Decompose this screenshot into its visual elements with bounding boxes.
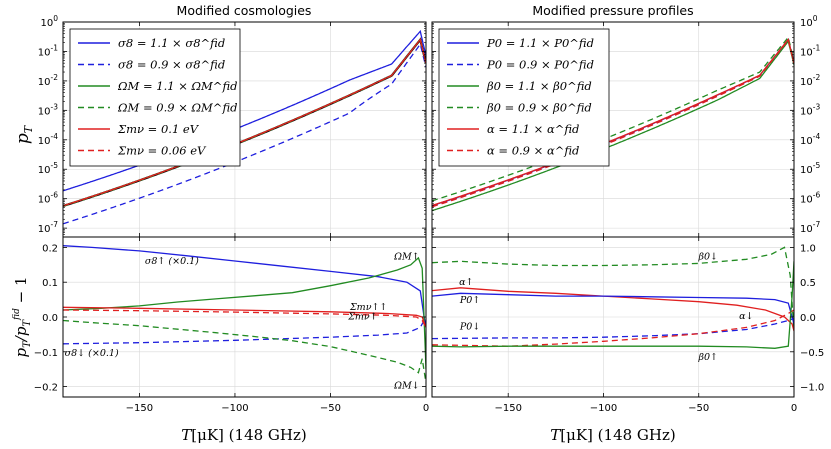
series-group [432, 246, 794, 349]
left-panel-title: Modified cosmologies [177, 3, 312, 18]
x-tick-label: −100 [590, 403, 617, 414]
legend-label-beta0-up: β0 = 1.1 × β0^fid [486, 79, 592, 93]
y-tick-label: 1.0 [800, 243, 816, 254]
tick-label: 10-5 [38, 161, 58, 176]
annotation-label: ΩM↓ [393, 380, 420, 391]
legend-label-omegam-down: ΩM = 0.9 × ΩM^fid [117, 101, 237, 115]
series-line-sigma8-up [63, 29, 426, 192]
series-line-p0-up [432, 292, 794, 325]
tick-label: 10-3 [800, 102, 820, 117]
y-tick-label: −1.0 [800, 383, 824, 394]
y-tick-label: 0.2 [42, 243, 58, 254]
series-line-omegam-up [63, 256, 426, 370]
left-panel-frame [62, 21, 427, 398]
y-tick-label: 0.1 [42, 278, 58, 289]
series-line-sigma8-up-scaled [63, 245, 426, 328]
y-tick-label: −0.5 [800, 348, 824, 359]
annotation-label: α↑ [459, 277, 473, 288]
legend-label-mnu-01: Σmν = 0.1 eV [117, 122, 200, 136]
series-line-mnu-01 [63, 306, 426, 328]
y-tick-label: −0.2 [34, 383, 58, 394]
x-tick-label: −50 [688, 403, 709, 414]
series-line-alpha-up [432, 37, 794, 207]
tick-label: 10-6 [38, 191, 58, 206]
series-line-alpha-up [432, 287, 794, 332]
tick-label: 10-2 [800, 73, 820, 88]
legend-label-alpha-down: α = 0.9 × α^fid [487, 144, 579, 158]
series-line-alpha-down [432, 309, 794, 347]
tick-label: 10-7 [800, 220, 820, 235]
legend-label-p0-down: P0 = 0.9 × P0^fid [486, 58, 594, 72]
annotation-label: σ8↑ (×0.1) [145, 256, 199, 267]
annotation-label: P0↓ [459, 322, 480, 333]
annotation-label: Σmν↑ [347, 311, 377, 322]
x-tick-label: 0 [791, 403, 797, 414]
annotation-label: β0↓ [698, 251, 719, 262]
series-line-omegam-down [63, 319, 426, 384]
series-group [63, 29, 426, 225]
tick-label: 100 [40, 14, 58, 29]
x-tick-label: −150 [126, 403, 153, 414]
series-line-p0-down [432, 317, 794, 340]
series-group [63, 245, 426, 384]
series-line-beta0-down [432, 246, 794, 331]
tick-label: 10-1 [800, 43, 820, 58]
x-tick-label: −50 [320, 403, 341, 414]
legend-box [69, 28, 241, 167]
annotation-label: α↓ [739, 311, 753, 322]
series-line-beta0-down [432, 35, 794, 202]
series-line-mnu-006 [63, 309, 426, 328]
tick-label: 100 [800, 14, 818, 29]
series-line-sigma8-down-scaled [63, 316, 426, 345]
tick-label: 10-4 [800, 132, 820, 147]
x-tick-label: 0 [423, 403, 429, 414]
series-group [432, 35, 794, 212]
legend-label-p0-up: P0 = 1.1 × P0^fid [486, 36, 594, 50]
tick-label: 10-1 [38, 43, 58, 58]
tick-label: 10-2 [38, 73, 58, 88]
legend-box [438, 28, 610, 167]
right-xlabel: T[μK] (148 GHz) [550, 426, 676, 444]
tick-label: 10-5 [800, 161, 820, 176]
x-tick-label: −150 [494, 403, 521, 414]
legend-label-sigma8-up: σ8 = 1.1 × σ8^fid [118, 36, 225, 50]
y-tick-label: 0.0 [42, 313, 58, 324]
legend-label-mnu-006: Σmν = 0.06 eV [117, 144, 207, 158]
series-line-sigma8-down [63, 42, 426, 225]
legend-label-alpha-up: α = 1.1 × α^fid [487, 122, 579, 136]
tick-label: 10-7 [38, 220, 58, 235]
annotation-label: β0↑ [698, 352, 719, 363]
legend-label-beta0-down: β0 = 0.9 × β0^fid [486, 101, 592, 115]
tick-label: 10-4 [38, 132, 58, 147]
legend-label-omegam-up: ΩM = 1.1 × ΩM^fid [117, 79, 237, 93]
x-tick-label: −100 [221, 403, 248, 414]
series-line-beta0-up [432, 39, 794, 212]
annotation-label: ΩM↑ [393, 252, 420, 263]
series-line-mnu-006 [63, 38, 426, 207]
right-panel-frame [431, 21, 795, 398]
annotation-label: σ8↓ (×0.1) [65, 348, 119, 359]
y-tick-label: −0.1 [34, 348, 58, 359]
annotation-label: P0↑ [459, 295, 480, 306]
series-line-beta0-up [432, 261, 794, 349]
top-ylabel: pT [13, 124, 35, 144]
annotation-label: Σmν↑↑ [349, 302, 387, 313]
left-xlabel: T[μK] (148 GHz) [181, 426, 307, 444]
right-panel-title: Modified pressure profiles [532, 3, 693, 18]
tick-label: 10-6 [800, 191, 820, 206]
y-tick-label: 0.5 [800, 278, 816, 289]
bottom-ylabel: pT/pTfid − 1 [12, 276, 33, 357]
legend-label-sigma8-down: σ8 = 0.9 × σ8^fid [118, 58, 225, 72]
y-tick-label: 0.0 [800, 313, 816, 324]
tick-label: 10-3 [38, 102, 58, 117]
series-line-alpha-down [432, 38, 794, 208]
